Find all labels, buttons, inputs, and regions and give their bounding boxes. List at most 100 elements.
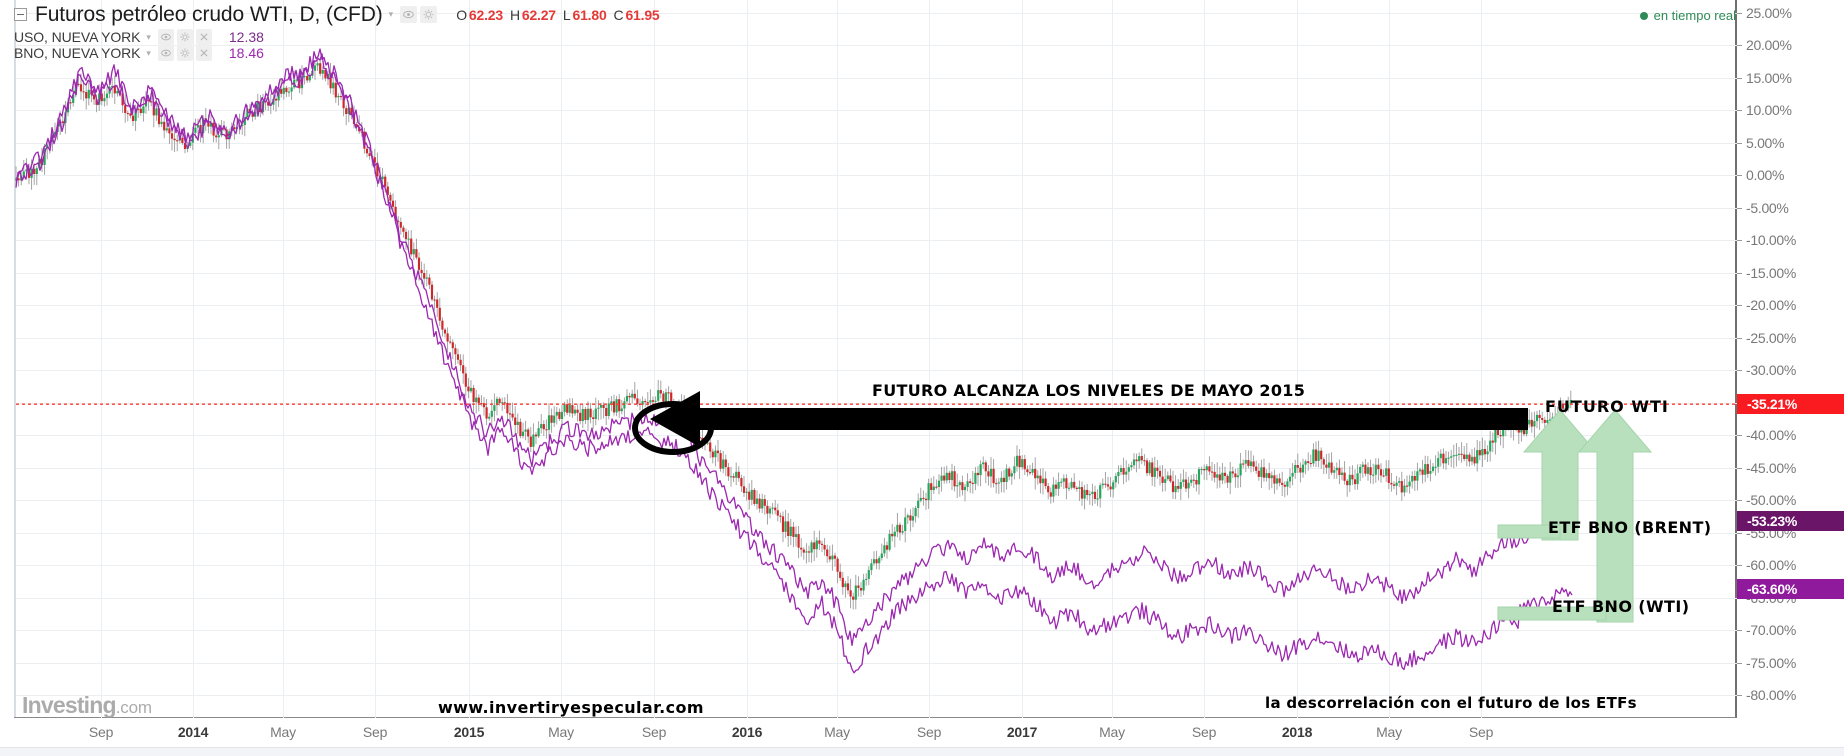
gear-icon[interactable]	[176, 29, 193, 45]
candle-body	[1151, 462, 1154, 477]
candle-body	[909, 515, 912, 521]
candle-body	[1236, 475, 1240, 478]
candle-body	[631, 393, 634, 398]
x-axis-tick-label: 2014	[177, 724, 209, 740]
candle-body	[620, 408, 623, 412]
annotation-website: www.invertiryespecular.com	[438, 698, 704, 717]
candle-body	[1343, 472, 1346, 481]
candle-body	[1450, 456, 1453, 458]
gridline-horizontal	[16, 597, 1737, 599]
price-label-badge[interactable]: -63.60%	[1737, 578, 1844, 599]
candle-body	[1426, 464, 1429, 474]
candle-body	[693, 416, 696, 430]
candle-body	[282, 87, 285, 94]
candle-body	[1164, 479, 1167, 483]
y-axis-tick: -25.00%	[1737, 330, 1796, 346]
candle-body	[160, 121, 163, 125]
close-icon[interactable]	[195, 29, 212, 45]
candle-body	[636, 398, 639, 404]
y-axis-tick: -80.00%	[1737, 687, 1796, 703]
close-icon[interactable]	[195, 45, 212, 61]
candle-body	[121, 93, 124, 106]
candle-body	[285, 87, 288, 93]
candle-body	[319, 63, 322, 74]
price-label-badge[interactable]: -35.21%	[1737, 394, 1844, 415]
eye-icon[interactable]	[157, 45, 174, 61]
candle-body	[1223, 472, 1227, 476]
candle-body	[828, 556, 831, 560]
gridline-vertical	[469, 0, 470, 718]
gridline-vertical	[1389, 0, 1390, 718]
candle-body	[196, 125, 200, 128]
legend-row-bno[interactable]: BNO, NUEVA YORK ▾ 18.46	[14, 45, 667, 61]
x-axis-tick-label: Sep	[916, 724, 942, 740]
candle-body	[142, 106, 145, 114]
legend-row-uso[interactable]: USO, NUEVA YORK ▾ 12.38	[14, 29, 667, 45]
gear-icon[interactable]	[176, 45, 193, 61]
candle-body	[878, 557, 881, 564]
candle-body	[1548, 419, 1552, 421]
candle-body	[139, 108, 142, 113]
page-title[interactable]: Futuros petróleo crudo WTI, D, (CFD)	[35, 3, 383, 26]
minus-box-icon[interactable]	[14, 8, 27, 21]
candle-body	[745, 491, 748, 493]
candle-body	[1117, 472, 1120, 477]
candle-body	[298, 79, 301, 89]
y-axis-tick-label: -30.00%	[1746, 362, 1797, 379]
chevron-down-icon[interactable]: ▾	[146, 47, 151, 58]
candle-body	[1023, 459, 1026, 470]
candle-body	[1034, 468, 1037, 479]
gear-icon[interactable]	[420, 6, 438, 23]
candle-body	[79, 84, 83, 92]
candle-body	[1340, 472, 1344, 475]
y-axis-tick: -50.00%	[1737, 492, 1796, 508]
ohlc-c-value: 61.95	[625, 6, 660, 23]
eye-icon[interactable]	[157, 29, 174, 45]
candle-body	[410, 238, 413, 255]
legend-label-bno[interactable]: BNO, NUEVA YORK	[14, 45, 141, 61]
candle-body	[1483, 449, 1487, 455]
y-axis-tick-label: 10.00%	[1746, 102, 1792, 119]
candle-body	[1171, 481, 1175, 493]
candle-body	[667, 392, 670, 394]
candle-body	[995, 483, 998, 485]
candle-body	[1067, 487, 1071, 489]
y-axis-tick-label: -10.00%	[1746, 232, 1797, 249]
candle-body	[963, 486, 967, 491]
candle-body	[711, 451, 714, 458]
candle-body	[1528, 419, 1531, 425]
eye-icon[interactable]	[400, 6, 418, 23]
candle-body	[1421, 469, 1424, 475]
candle-body	[334, 82, 337, 98]
x-axis[interactable]: Sep 2014 May Sep 2015 May Sep 2016 May Sep 2017 May…	[0, 719, 1844, 747]
y-axis-tick: -45.00%	[1737, 460, 1796, 476]
candle-body	[35, 168, 38, 174]
candle-body	[368, 153, 371, 156]
ohlc-l-value: 61.80	[572, 6, 607, 23]
candle-body	[1177, 486, 1180, 489]
candle-body	[163, 121, 166, 131]
candle-body	[612, 401, 616, 413]
candle-body	[1226, 475, 1229, 483]
realtime-label: en tiempo real	[1653, 8, 1736, 23]
price-label-badge[interactable]: -53.23%	[1737, 511, 1844, 532]
candle-body	[1130, 465, 1133, 468]
chevron-down-icon[interactable]: ▾	[388, 9, 394, 19]
candle-body	[1494, 429, 1497, 443]
chevron-down-icon[interactable]: ▾	[146, 31, 151, 42]
candle-body	[919, 497, 922, 501]
y-axis[interactable]: 25.00% 20.00% 15.00% 10.00% 5.00% 0.00% -5.00%…	[1737, 0, 1844, 718]
legend-row-main[interactable]: Futuros petróleo crudo WTI, D, (CFD) ▾ O…	[14, 4, 667, 25]
candle-body	[885, 545, 889, 550]
legend-label-uso[interactable]: USO, NUEVA YORK	[14, 29, 141, 45]
candle-body	[443, 329, 447, 334]
candle-body	[1184, 479, 1188, 489]
candle-body	[1049, 492, 1052, 497]
candle-body	[1088, 494, 1091, 496]
x-axis-tick-label: 2015	[453, 724, 485, 740]
candle-body	[1377, 464, 1380, 470]
candle-body	[737, 471, 740, 479]
candle-body	[384, 176, 387, 187]
candle-body	[1281, 482, 1284, 485]
